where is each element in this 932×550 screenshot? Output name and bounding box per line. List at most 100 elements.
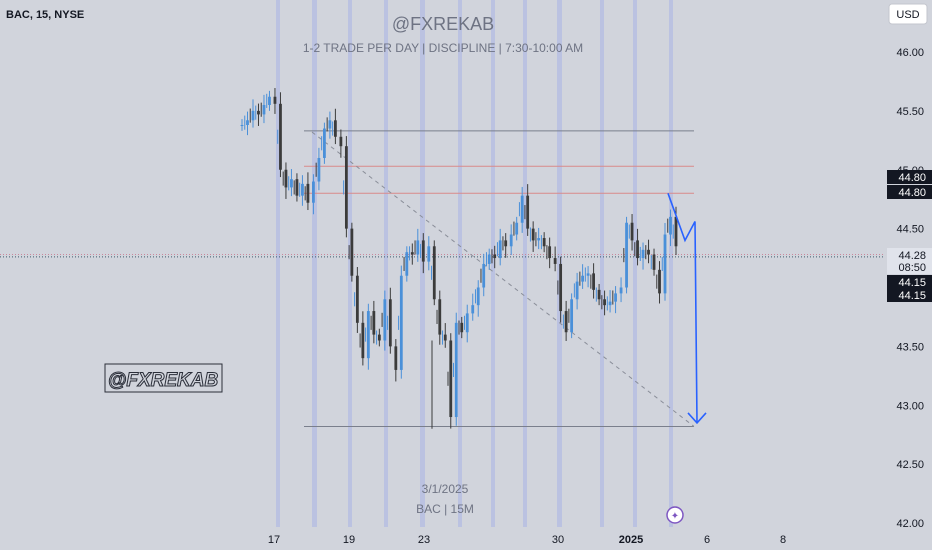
candle-body xyxy=(564,311,568,333)
candle xyxy=(403,246,409,282)
candle xyxy=(573,272,579,310)
candle xyxy=(513,216,519,241)
candle xyxy=(661,222,667,301)
candle-body xyxy=(295,179,299,196)
candle xyxy=(315,147,321,191)
price-tag-label: 44.80 xyxy=(898,172,926,184)
candle xyxy=(606,290,612,313)
candle-body xyxy=(339,136,343,147)
marker-circle xyxy=(666,506,684,524)
candle-body xyxy=(383,299,387,341)
candle-body xyxy=(268,96,271,105)
x-tick-label: 8 xyxy=(780,534,786,546)
price-axis[interactable]: 46.0045.5045.0044.5044.0043.5043.0042.50… xyxy=(887,47,932,530)
currency-button[interactable]: USD xyxy=(888,3,928,25)
candle xyxy=(463,304,469,343)
candle xyxy=(339,129,343,158)
candle xyxy=(568,293,574,339)
candle-body xyxy=(284,169,288,188)
candle xyxy=(590,263,595,299)
session-bands xyxy=(276,0,673,527)
price-tag-label: 44.15 xyxy=(898,290,926,302)
candle xyxy=(240,119,244,131)
candle-body xyxy=(377,334,381,341)
projection-path xyxy=(667,193,698,423)
candle xyxy=(370,300,376,344)
candle-body xyxy=(493,254,497,259)
candle xyxy=(639,242,645,270)
y-tick-label: 46.00 xyxy=(896,47,924,59)
candle xyxy=(474,280,480,317)
footer-date: 3/1/2025 xyxy=(422,482,469,496)
candle-body xyxy=(279,103,282,170)
candle-body xyxy=(482,263,486,288)
candle-body xyxy=(306,183,310,203)
price-tag-label: 44.80 xyxy=(898,187,926,199)
footer-symbol: BAC | 15M xyxy=(416,502,474,516)
candle-body xyxy=(476,287,480,306)
session-band xyxy=(384,0,388,527)
candle xyxy=(628,214,634,251)
candle xyxy=(447,333,453,429)
candle-body xyxy=(641,249,645,259)
candle-body xyxy=(438,299,442,335)
candle-body xyxy=(366,311,370,359)
candle xyxy=(634,228,639,266)
candle xyxy=(667,209,672,247)
candle-body xyxy=(597,289,601,300)
candle-body xyxy=(257,110,260,115)
candle xyxy=(540,232,546,253)
candle-body xyxy=(471,305,475,314)
candle xyxy=(293,173,299,202)
session-band xyxy=(557,0,562,527)
x-tick-label: 30 xyxy=(552,534,564,546)
candle xyxy=(244,111,249,136)
candle-body xyxy=(427,246,431,262)
candle-body xyxy=(625,222,628,288)
badge-frame xyxy=(104,363,223,393)
candle-body xyxy=(674,216,678,247)
candle xyxy=(304,172,310,211)
candle xyxy=(480,253,486,297)
candle xyxy=(546,237,552,269)
candle-body xyxy=(454,322,458,418)
candle xyxy=(282,162,288,199)
candle-body xyxy=(443,334,447,341)
candle xyxy=(485,248,491,270)
fxrekab-badge[interactable]: @FXREKAB xyxy=(104,363,223,393)
candle xyxy=(381,290,387,351)
candle-body xyxy=(394,346,398,370)
session-band xyxy=(523,0,527,527)
candle-body xyxy=(432,246,436,300)
symbol-label[interactable]: BAC, 15, NYSE xyxy=(6,9,84,21)
price-tag xyxy=(887,185,932,199)
candle xyxy=(398,265,403,379)
candle-body xyxy=(652,254,656,270)
candle xyxy=(255,103,260,126)
candle xyxy=(458,316,464,339)
candle xyxy=(359,311,365,366)
candle xyxy=(299,175,304,206)
candle xyxy=(414,228,420,262)
candle xyxy=(312,174,315,215)
candle-body xyxy=(553,258,557,264)
candle-body xyxy=(509,234,513,247)
trend-line xyxy=(311,131,695,427)
watermark-title: @FXREKAB xyxy=(392,14,494,34)
candle-body xyxy=(317,157,321,182)
candle-body xyxy=(647,249,650,255)
price-tag xyxy=(887,275,932,289)
candle xyxy=(427,236,431,271)
y-tick-label: 42.50 xyxy=(896,459,924,471)
candle xyxy=(436,290,442,345)
candle-body xyxy=(333,120,337,137)
candle xyxy=(387,287,392,354)
event-marker-icon[interactable]: ✦ xyxy=(666,506,684,524)
currency-button-label: USD xyxy=(896,9,919,21)
candle xyxy=(343,136,348,238)
x-tick-label: 23 xyxy=(418,534,430,546)
time-axis[interactable]: 17 19 23 30 2025 6 8 xyxy=(268,534,786,546)
projection-arrowhead xyxy=(687,412,707,425)
candle xyxy=(326,111,332,139)
